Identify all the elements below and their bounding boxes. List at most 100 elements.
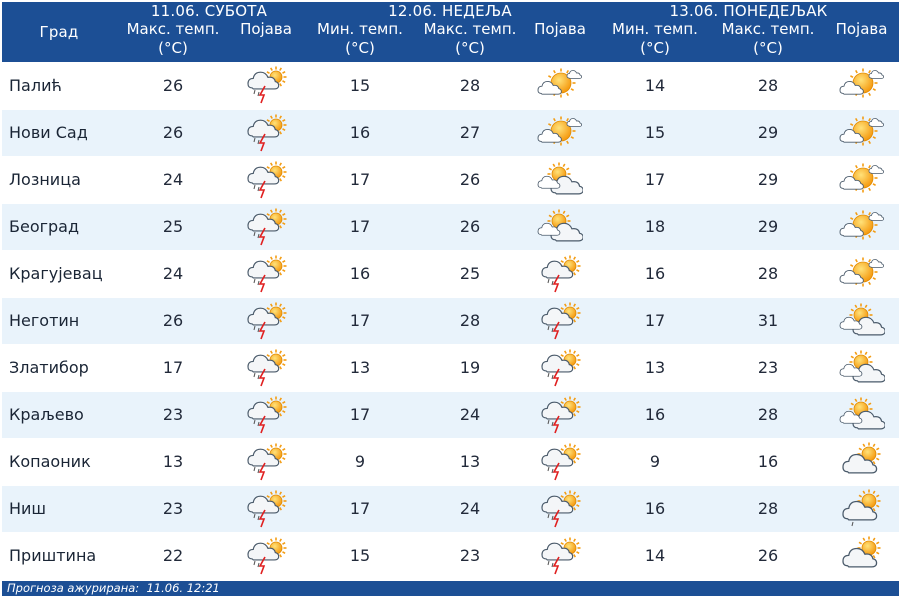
day3-max-temp: 23 bbox=[712, 344, 824, 392]
day2-min-temp: 17 bbox=[302, 156, 418, 204]
thunderstorm-icon bbox=[522, 391, 598, 439]
thunderstorm-icon bbox=[522, 438, 598, 486]
table-row: Ниш 23 17 24 16 28 bbox=[2, 485, 900, 533]
sun-shower-icon bbox=[824, 485, 900, 533]
day2-min-temp: 17 bbox=[302, 203, 418, 251]
day3-header: 13.06. ПОНЕДЕЉАК bbox=[598, 2, 900, 20]
city-column-header: Град bbox=[2, 2, 116, 62]
city-name: Лозница bbox=[2, 156, 116, 204]
day3-max-temp: 28 bbox=[712, 391, 824, 439]
thunderstorm-icon bbox=[230, 250, 302, 298]
day2-max-temp: 24 bbox=[418, 391, 522, 439]
day1-max-temp: 23 bbox=[116, 485, 230, 533]
updated-label: Прогноза ажурирана: bbox=[7, 581, 140, 595]
table-row: Лозница 24 17 26 17 29 bbox=[2, 156, 900, 204]
thunderstorm-icon bbox=[522, 297, 598, 345]
partly-cloudy-icon bbox=[824, 297, 900, 345]
day2-max-temp: 19 bbox=[418, 344, 522, 392]
city-name: Златибор bbox=[2, 344, 116, 392]
day1-max-temp: 24 bbox=[116, 156, 230, 204]
table-row: Златибор 17 13 19 13 23 bbox=[2, 344, 900, 392]
thunderstorm-icon bbox=[230, 344, 302, 392]
forecast-updated-footer: Прогноза ажурирана: 11.06. 12:21 bbox=[2, 581, 899, 596]
thunderstorm-icon bbox=[522, 250, 598, 298]
day2-min-temp: 17 bbox=[302, 485, 418, 533]
day2-max-temp: 27 bbox=[418, 109, 522, 157]
thunderstorm-icon bbox=[230, 156, 302, 204]
day3-min-temp: 18 bbox=[598, 203, 712, 251]
day2-max-temp: 13 bbox=[418, 438, 522, 486]
city-name: Приштина bbox=[2, 532, 116, 580]
day3-phenomenon-header: Појава bbox=[824, 20, 900, 62]
thunderstorm-icon bbox=[230, 62, 302, 110]
thunderstorm-icon bbox=[230, 485, 302, 533]
day2-max-temp: 24 bbox=[418, 485, 522, 533]
day3-min-temp: 15 bbox=[598, 109, 712, 157]
day3-min-temp-header: Мин. темп. (°C) bbox=[598, 20, 712, 62]
partly-cloudy-icon bbox=[522, 203, 598, 251]
table-row: Неготин 26 17 28 17 31 bbox=[2, 297, 900, 345]
day2-min-temp: 13 bbox=[302, 344, 418, 392]
day3-max-temp: 29 bbox=[712, 156, 824, 204]
day2-min-temp: 9 bbox=[302, 438, 418, 486]
day3-min-temp: 14 bbox=[598, 62, 712, 110]
day3-max-temp: 28 bbox=[712, 250, 824, 298]
cloud-sun-icon bbox=[824, 532, 900, 580]
day1-max-temp-header: Макс. темп. (°C) bbox=[116, 20, 230, 62]
city-name: Ниш bbox=[2, 485, 116, 533]
table-row: Нови Сад 26 16 27 15 29 bbox=[2, 109, 900, 157]
day2-header: 12.06. НЕДЕЉА bbox=[302, 2, 598, 20]
table-row: Београд 25 17 26 18 29 bbox=[2, 203, 900, 251]
day3-max-temp: 28 bbox=[712, 62, 824, 110]
day2-phenomenon-header: Појава bbox=[522, 20, 598, 62]
forecast-table: Град 11.06. СУБОТА 12.06. НЕДЕЉА 13.06. … bbox=[2, 2, 900, 580]
day3-min-temp: 9 bbox=[598, 438, 712, 486]
day1-max-temp: 13 bbox=[116, 438, 230, 486]
day3-min-temp: 16 bbox=[598, 250, 712, 298]
day3-max-temp: 29 bbox=[712, 203, 824, 251]
mostly-sunny-icon bbox=[824, 203, 900, 251]
day3-min-temp: 16 bbox=[598, 485, 712, 533]
partly-cloudy-icon bbox=[824, 391, 900, 439]
day3-max-temp-header: Макс. темп. (°C) bbox=[712, 20, 824, 62]
thunderstorm-icon bbox=[522, 532, 598, 580]
partly-cloudy-icon bbox=[824, 344, 900, 392]
cloud-sun-icon bbox=[824, 438, 900, 486]
mostly-sunny-icon bbox=[824, 250, 900, 298]
city-name: Копаоник bbox=[2, 438, 116, 486]
table-row: Приштина 22 15 23 14 26 bbox=[2, 532, 900, 580]
day1-max-temp: 26 bbox=[116, 62, 230, 110]
thunderstorm-icon bbox=[522, 344, 598, 392]
forecast-table-container: Град 11.06. СУБОТА 12.06. НЕДЕЉА 13.06. … bbox=[2, 2, 900, 580]
table-row: Копаоник 13 9 13 9 16 bbox=[2, 438, 900, 486]
day2-max-temp: 28 bbox=[418, 297, 522, 345]
city-name: Неготин bbox=[2, 297, 116, 345]
day1-max-temp: 26 bbox=[116, 109, 230, 157]
mostly-sunny-icon bbox=[522, 62, 598, 110]
thunderstorm-icon bbox=[230, 438, 302, 486]
mostly-sunny-icon bbox=[824, 156, 900, 204]
day1-max-temp: 26 bbox=[116, 297, 230, 345]
day3-min-temp: 14 bbox=[598, 532, 712, 580]
partly-cloudy-icon bbox=[522, 156, 598, 204]
thunderstorm-icon bbox=[230, 532, 302, 580]
thunderstorm-icon bbox=[230, 391, 302, 439]
day3-min-temp: 17 bbox=[598, 297, 712, 345]
day3-max-temp: 26 bbox=[712, 532, 824, 580]
day2-min-temp: 16 bbox=[302, 250, 418, 298]
day2-min-temp-header: Мин. темп. (°C) bbox=[302, 20, 418, 62]
day2-min-temp: 17 bbox=[302, 391, 418, 439]
day1-max-temp: 25 bbox=[116, 203, 230, 251]
table-row: Крагујевац 24 16 25 16 28 bbox=[2, 250, 900, 298]
day3-max-temp: 28 bbox=[712, 485, 824, 533]
city-name: Краљево bbox=[2, 391, 116, 439]
thunderstorm-icon bbox=[230, 297, 302, 345]
day2-min-temp: 16 bbox=[302, 109, 418, 157]
table-row: Палић 26 15 28 14 28 bbox=[2, 62, 900, 110]
updated-value: 11.06. 12:21 bbox=[146, 581, 220, 595]
day2-max-temp: 28 bbox=[418, 62, 522, 110]
day3-min-temp: 13 bbox=[598, 344, 712, 392]
thunderstorm-icon bbox=[230, 109, 302, 157]
day1-phenomenon-header: Појава bbox=[230, 20, 302, 62]
day2-min-temp: 15 bbox=[302, 62, 418, 110]
